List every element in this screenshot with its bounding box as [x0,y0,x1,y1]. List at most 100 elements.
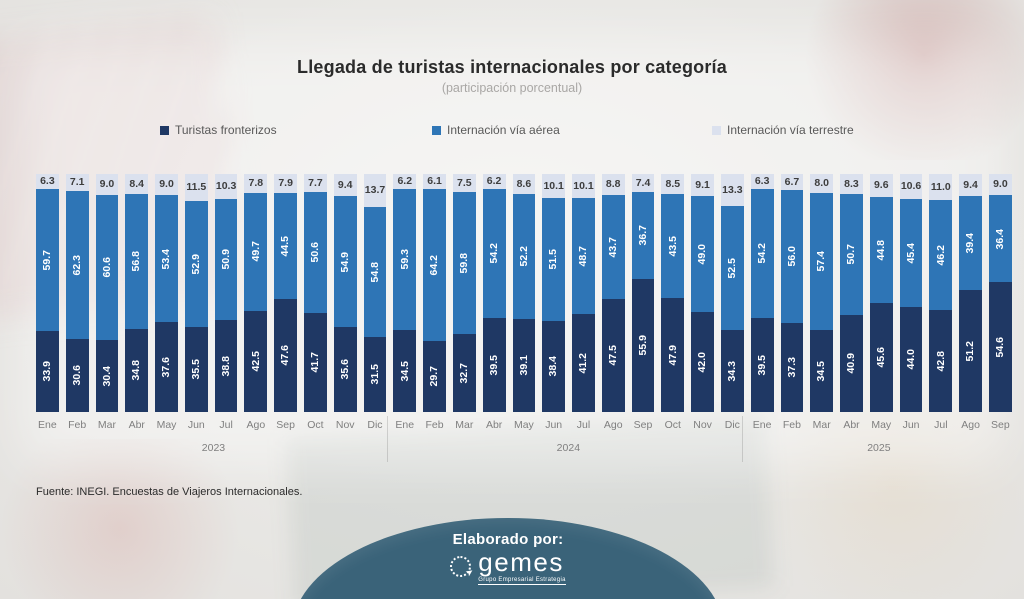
bar-segment: 54.8 [363,206,387,338]
bar-value-label: 30.4 [100,365,113,387]
bar-value-label: 52.2 [517,246,530,267]
stacked-bar: 8.5 43.5 47.9 [661,174,685,412]
bar-segment: 13.3 [720,174,744,206]
legend-item-internacion-via-terrestre: Internación vía terrestre [712,123,854,137]
bar-segment: 40.9 [840,314,863,412]
bar-column: 7.1 62.3 30.6 [65,174,89,412]
bar-value-label: 42.5 [249,351,262,372]
bar-segment: 29.7 [423,341,446,412]
bar-value-label: 47.9 [666,344,679,366]
bar-value-label: 6.2 [397,175,413,188]
bar-value-label: 47.6 [279,345,292,366]
bar-segment: 6.7 [780,174,804,190]
bar-value-label: 9.0 [993,178,1008,191]
bar-value-label: 44.8 [875,239,888,261]
month-label: Feb [425,419,444,431]
bar-value-label: 9.4 [337,178,353,191]
bar-value-label: 39.4 [964,233,977,254]
month-label: Ago [961,419,980,431]
bar-value-label: 7.5 [457,176,472,189]
bar-segment: 52.9 [184,201,208,328]
bar-segment: 10.6 [899,174,923,200]
stacked-bar: 7.8 49.7 42.5 [244,174,268,412]
bar-segment: 59.7 [36,189,59,332]
bar-segment: 36.4 [989,195,1012,283]
bar-column: 6.1 64.2 29.7 [423,174,446,412]
bar-segment: 9.0 [95,174,119,196]
legend: Turistas fronterizos Internación vía aér… [0,123,1024,143]
bar-value-label: 7.9 [278,177,293,190]
month-label: Sep [276,419,295,431]
bar-value-label: 11.0 [930,180,951,193]
stacked-bar: 7.4 36.7 55.9 [631,174,655,412]
bar-column: 9.0 36.4 54.6 [989,174,1012,412]
bar-column: 10.3 50.9 38.8 [214,174,238,412]
month-label: Sep [991,419,1010,431]
bar-value-label: 51.5 [547,249,560,270]
bar-value-label: 57.4 [815,251,828,272]
bar-value-label: 31.5 [368,364,381,385]
bar-segment: 39.4 [959,196,982,291]
month-label: Feb [782,419,801,431]
bar-value-label: 52.9 [190,254,203,275]
bar-segment: 42.8 [929,310,953,412]
bar-segment: 41.7 [304,312,327,412]
year-label: 2024 [556,442,581,454]
bar-segment: 54.6 [989,282,1012,412]
stacked-bar: 9.0 60.6 30.4 [95,174,119,412]
bar-segment: 10.3 [214,174,238,199]
bar-segment: 47.9 [661,297,685,412]
bar-column: 6.2 59.3 34.5 [393,174,417,412]
bar-value-label: 44.5 [279,235,292,256]
bar-column: 9.0 60.6 30.4 [95,174,119,412]
bar-value-label: 59.7 [41,249,54,271]
bar-segment: 30.4 [95,339,119,412]
bar-column: 7.5 59.8 32.7 [452,174,476,412]
gemes-dotted-circle-icon: ➤ [450,556,475,578]
stacked-bar: 9.1 49.0 42.0 [691,174,714,412]
bar-value-label: 42.0 [696,351,709,373]
bar-value-label: 9.1 [695,178,710,191]
bar-value-label: 6.7 [784,175,800,188]
bar-value-label: 48.7 [577,245,590,267]
month-label: Nov [335,419,355,431]
stacked-bar: 7.9 44.5 47.6 [274,174,298,412]
stacked-bar: 6.1 64.2 29.7 [423,174,446,412]
bar-segment: 52.5 [720,205,744,331]
bar-value-label: 52.5 [726,257,739,279]
bar-segment: 55.9 [631,278,655,412]
bar-segment: 54.9 [333,196,357,328]
bar-segment: 44.8 [869,196,893,304]
bar-value-label: 56.8 [130,251,143,272]
bar-segment: 51.2 [959,290,982,412]
bar-segment: 59.8 [452,191,476,335]
bar-segment: 33.9 [36,331,59,412]
bar-column: 6.3 59.7 33.9 [36,174,59,412]
bar-value-label: 62.3 [70,254,83,276]
bar-segment: 7.4 [631,174,655,192]
month-label: Jul [576,419,591,431]
bar-segment: 49.0 [691,195,714,313]
bar-segment: 6.1 [423,174,446,189]
bar-segment: 6.3 [750,174,774,189]
month-axis: Ene Feb Mar Abr May Jun Jul Ago Sep Oct Nov Dic Ene F… [36,412,1012,438]
source-note: Fuente: INEGI. Encuestas de Viajeros Int… [36,486,303,498]
month-label: Ene [38,419,57,431]
bar-column: 9.1 49.0 42.0 [691,174,714,412]
bar-segment: 7.7 [304,174,327,193]
bar-segment: 53.4 [155,195,178,323]
bar-column: 6.2 54.2 39.5 [482,174,506,412]
bar-value-label: 6.3 [40,175,55,188]
bar-value-label: 40.9 [845,353,858,374]
stacked-bar: 9.4 54.9 35.6 [333,174,357,412]
month-label: Jun [187,419,205,431]
stacked-bar: 7.1 62.3 30.6 [65,174,89,412]
bar-segment: 39.1 [512,318,536,412]
month-label: Jul [934,419,948,431]
stacked-bar: 6.3 54.2 39.5 [750,174,774,412]
bar-value-label: 30.6 [70,365,83,386]
bar-value-label: 50.9 [219,248,232,270]
bar-value-label: 54.9 [338,251,351,272]
bar-value-label: 54.6 [994,336,1007,358]
bar-column: 8.5 43.5 47.9 [661,174,685,412]
